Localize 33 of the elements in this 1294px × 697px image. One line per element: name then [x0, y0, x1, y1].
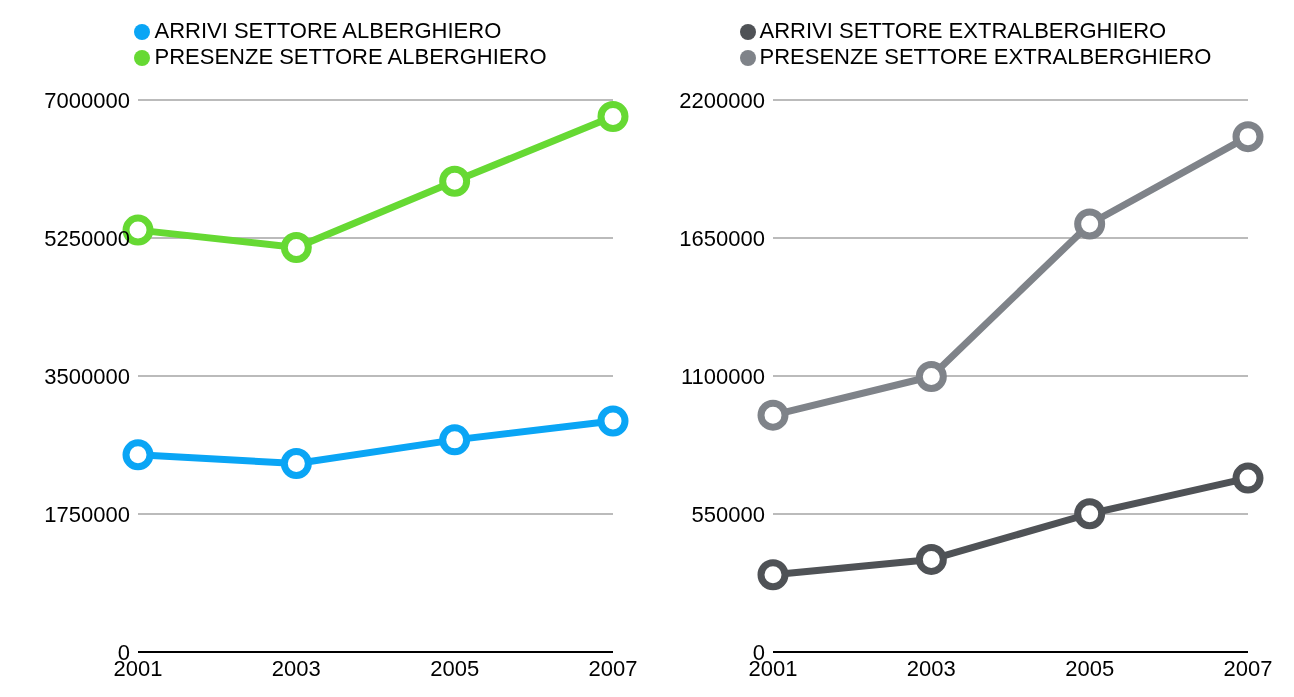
point — [915, 543, 947, 575]
y-tick-label: 3500000 — [44, 363, 130, 389]
point — [757, 399, 789, 431]
point — [280, 231, 312, 263]
point — [1232, 462, 1264, 494]
point — [439, 424, 471, 456]
y-tick-label: 7000000 — [44, 87, 130, 113]
point — [1074, 498, 1106, 530]
y-tick-label: 550000 — [691, 501, 765, 527]
point — [597, 405, 629, 437]
point — [915, 361, 947, 392]
legend-label: PRESENZE SETTORE EXTRALBERGHIERO — [759, 44, 1212, 69]
point — [1074, 208, 1106, 240]
legend-label: ARRIVI SETTORE EXTRALBERGHIERO — [759, 18, 1167, 43]
point — [597, 101, 629, 133]
x-tick-label: 2007 — [588, 655, 638, 681]
point — [439, 165, 471, 197]
x-tick-label: 2003 — [906, 655, 956, 681]
x-tick-label: 2003 — [271, 655, 321, 681]
y-tick-label: 1100000 — [680, 363, 765, 389]
y-tick-label: 1650000 — [679, 225, 765, 251]
y-tick-label: 5250000 — [44, 225, 130, 251]
point — [122, 439, 154, 471]
legend-label: PRESENZE SETTORE ALBERGHIERO — [154, 44, 547, 69]
point — [1232, 121, 1264, 153]
point — [757, 559, 789, 591]
x-tick-label: 2005 — [430, 655, 480, 681]
x-tick-label: 2007 — [1223, 655, 1273, 681]
y-tick-label: 2200000 — [679, 87, 765, 113]
legend-label: ARRIVI SETTORE ALBERGHIERO — [154, 18, 502, 43]
y-tick-label: 1750000 — [44, 501, 130, 527]
x-tick-label: 2005 — [1065, 655, 1115, 681]
point — [280, 448, 312, 480]
